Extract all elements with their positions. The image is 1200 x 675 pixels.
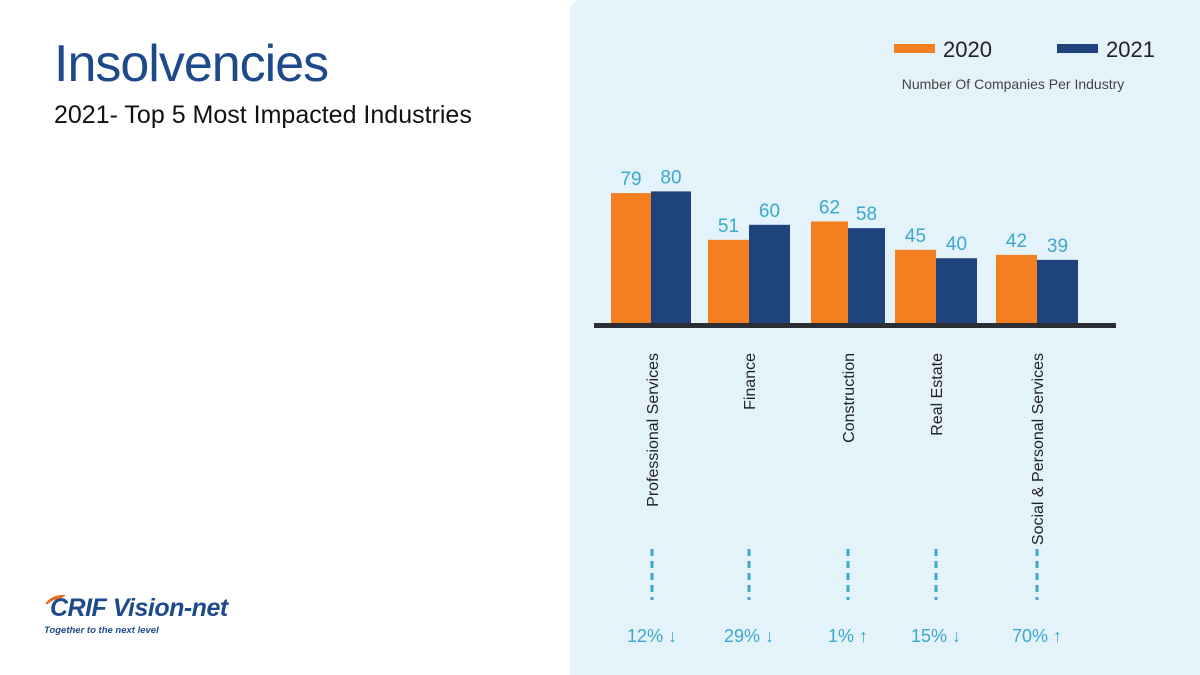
- category-label: Social & Personal Services: [1030, 353, 1047, 545]
- value-label-2021: 39: [1047, 236, 1068, 257]
- category-label: Construction: [841, 353, 858, 443]
- company-logo: CRIF Vision-net Together to the next lev…: [44, 594, 274, 642]
- bar-2021: [1037, 259, 1078, 325]
- value-label-2021: 40: [946, 234, 967, 255]
- value-label-2021: 58: [856, 204, 877, 225]
- value-label-2020: 45: [905, 226, 926, 247]
- chart-panel: [570, 0, 1200, 675]
- value-label-2021: 60: [759, 201, 780, 222]
- category-label: Finance: [742, 353, 759, 410]
- change-label: 15% ↓: [911, 626, 961, 646]
- bar-2021: [651, 191, 691, 325]
- bar-2020: [996, 254, 1037, 325]
- value-label-2021: 80: [660, 167, 681, 188]
- value-label-2020: 79: [620, 169, 641, 190]
- bar-2020: [895, 249, 936, 325]
- legend-swatch-2020: [894, 44, 935, 53]
- bar-2021: [848, 228, 885, 325]
- legend-swatch-2021: [1057, 44, 1098, 53]
- chart-subtitle: Number Of Companies Per Industry: [902, 76, 1125, 92]
- bar-2020: [708, 239, 749, 325]
- bar-2021: [936, 258, 977, 325]
- logo-tagline: Together to the next level: [44, 625, 159, 636]
- logo-swoosh-icon: [45, 594, 66, 604]
- legend-label-2020: 2020: [943, 37, 992, 62]
- page-subtitle: 2021- Top 5 Most Impacted Industries: [54, 101, 472, 129]
- category-label: Professional Services: [645, 353, 662, 507]
- value-label-2020: 42: [1006, 231, 1027, 252]
- bar-2021: [749, 224, 790, 325]
- legend-label-2021: 2021: [1106, 37, 1155, 62]
- logo-wordmark: CRIF Vision-net: [50, 594, 228, 622]
- change-label: 70% ↑: [1012, 626, 1062, 646]
- bar-2020: [811, 221, 848, 325]
- value-label-2020: 51: [718, 216, 739, 237]
- change-label: 29% ↓: [724, 626, 774, 646]
- category-label: Real Estate: [929, 353, 946, 436]
- change-label: 1% ↑: [828, 626, 868, 646]
- page-title: Insolvencies: [54, 35, 329, 93]
- x-axis-line: [594, 323, 1116, 328]
- bar-2020: [611, 193, 651, 325]
- change-label: 12% ↓: [627, 626, 677, 646]
- value-label-2020: 62: [819, 197, 840, 218]
